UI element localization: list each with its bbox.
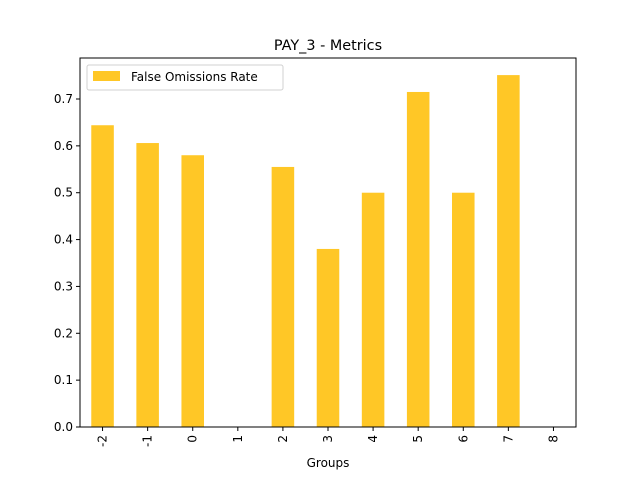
bar-2 — [271, 166, 295, 427]
bar-0 — [181, 155, 204, 427]
x-tick-label: 4 — [366, 435, 380, 443]
y-tick-label: 0.4 — [54, 233, 73, 247]
y-tick-label: 0.3 — [54, 279, 73, 293]
x-axis-label: Groups — [307, 456, 350, 470]
bar-7 — [497, 75, 520, 428]
legend-label: False Omissions Rate — [131, 70, 258, 84]
legend-frame — [86, 64, 284, 91]
x-tick-label: 7 — [501, 435, 515, 443]
y-tick-label: 0.1 — [54, 373, 73, 387]
x-tick-label: 2 — [276, 435, 290, 443]
bar--1 — [136, 143, 159, 427]
chart-title: PAY_3 - Metrics — [274, 38, 382, 54]
bar-3 — [316, 248, 340, 427]
y-tick-label: 0.6 — [54, 139, 73, 153]
bar-5 — [406, 91, 430, 427]
x-tick-label: 5 — [411, 435, 425, 443]
x-tick-label: 6 — [456, 435, 470, 443]
legend-swatch — [93, 71, 120, 81]
x-tick-label: 8 — [546, 435, 560, 443]
bar-6 — [452, 192, 475, 427]
bar--2 — [91, 125, 114, 428]
x-tick-label: 1 — [231, 435, 245, 443]
y-tick-label: 0.2 — [54, 326, 73, 340]
x-tick-label: -2 — [96, 435, 110, 447]
y-tick-label: 0.7 — [54, 92, 73, 106]
x-tick-label: 3 — [321, 435, 335, 443]
legend: False Omissions Rate — [86, 64, 284, 91]
x-tick-label: -1 — [141, 435, 155, 447]
y-tick-label: 0.0 — [54, 420, 73, 434]
bar-4 — [361, 192, 385, 427]
x-tick-label: 0 — [186, 435, 200, 443]
y-tick-label: 0.5 — [54, 186, 73, 200]
